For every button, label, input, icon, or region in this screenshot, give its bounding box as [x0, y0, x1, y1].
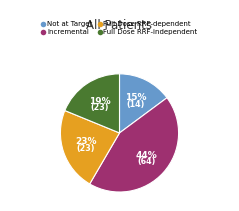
Text: 23%: 23% — [75, 137, 97, 146]
Wedge shape — [90, 98, 179, 192]
Text: 44%: 44% — [136, 150, 158, 160]
Wedge shape — [120, 74, 167, 133]
Wedge shape — [65, 74, 120, 133]
Title: All Patients: All Patients — [87, 19, 152, 31]
Text: 15%: 15% — [125, 93, 147, 102]
Text: (14): (14) — [127, 100, 145, 109]
Text: (23): (23) — [91, 103, 109, 112]
Text: (23): (23) — [77, 144, 95, 153]
Text: 19%: 19% — [89, 97, 111, 106]
Legend: Not at Target, Incremental, Full Dose RRF-dependent, Full Dose RRF-independent: Not at Target, Incremental, Full Dose RR… — [39, 18, 200, 38]
Wedge shape — [60, 111, 120, 184]
Text: (64): (64) — [138, 157, 156, 166]
